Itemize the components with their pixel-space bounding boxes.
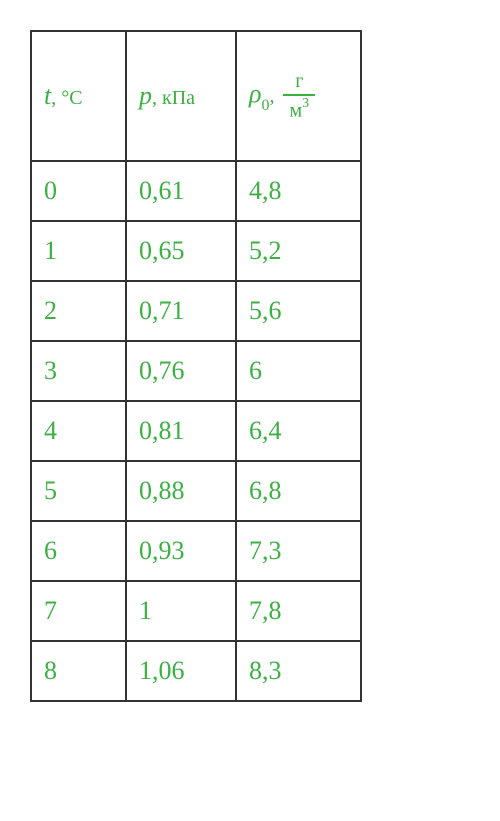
table-cell: 8,3	[236, 641, 361, 701]
header-temperature: t, °C	[31, 31, 126, 161]
table-cell: 2	[31, 281, 126, 341]
table-row: 717,8	[31, 581, 361, 641]
table-cell: 3	[31, 341, 126, 401]
table-cell: 0,71	[126, 281, 236, 341]
table-cell: 0,76	[126, 341, 236, 401]
physics-data-table: t, °C p, кПа ρ0, гм3 00,614,810,655,220,…	[30, 30, 362, 702]
header-pressure: p, кПа	[126, 31, 236, 161]
table-cell: 0	[31, 161, 126, 221]
density-subscript: 0	[261, 97, 269, 114]
density-comma: ,	[269, 85, 279, 107]
temperature-unit: , °C	[51, 87, 82, 109]
table-cell: 1	[126, 581, 236, 641]
table-cell: 4,8	[236, 161, 361, 221]
table-row: 20,715,6	[31, 281, 361, 341]
pressure-unit: , кПа	[152, 87, 195, 109]
table-cell: 7,8	[236, 581, 361, 641]
table-cell: 4	[31, 401, 126, 461]
table-row: 81,068,3	[31, 641, 361, 701]
table-cell: 0,61	[126, 161, 236, 221]
table-cell: 6	[236, 341, 361, 401]
table-cell: 7,3	[236, 521, 361, 581]
table-cell: 6,4	[236, 401, 361, 461]
fraction-numerator: г	[283, 70, 315, 94]
density-fraction: гм3	[283, 70, 315, 122]
table-cell: 0,88	[126, 461, 236, 521]
table-row: 10,655,2	[31, 221, 361, 281]
table-cell: 5,6	[236, 281, 361, 341]
table-row: 50,886,8	[31, 461, 361, 521]
table-cell: 8	[31, 641, 126, 701]
table-cell: 1	[31, 221, 126, 281]
table-row: 40,816,4	[31, 401, 361, 461]
table-row: 00,614,8	[31, 161, 361, 221]
table-cell: 0,93	[126, 521, 236, 581]
fraction-denominator: м3	[283, 94, 315, 122]
table-cell: 6	[31, 521, 126, 581]
table-cell: 1,06	[126, 641, 236, 701]
table-cell: 0,81	[126, 401, 236, 461]
table-cell: 5	[31, 461, 126, 521]
density-var: ρ	[249, 79, 261, 108]
table-cell: 5,2	[236, 221, 361, 281]
table-header-row: t, °C p, кПа ρ0, гм3	[31, 31, 361, 161]
table-body: 00,614,810,655,220,715,630,76640,816,450…	[31, 161, 361, 701]
table-cell: 0,65	[126, 221, 236, 281]
table-row: 60,937,3	[31, 521, 361, 581]
pressure-var: p	[139, 81, 152, 110]
table-cell: 7	[31, 581, 126, 641]
table-cell: 6,8	[236, 461, 361, 521]
header-density: ρ0, гм3	[236, 31, 361, 161]
table-row: 30,766	[31, 341, 361, 401]
